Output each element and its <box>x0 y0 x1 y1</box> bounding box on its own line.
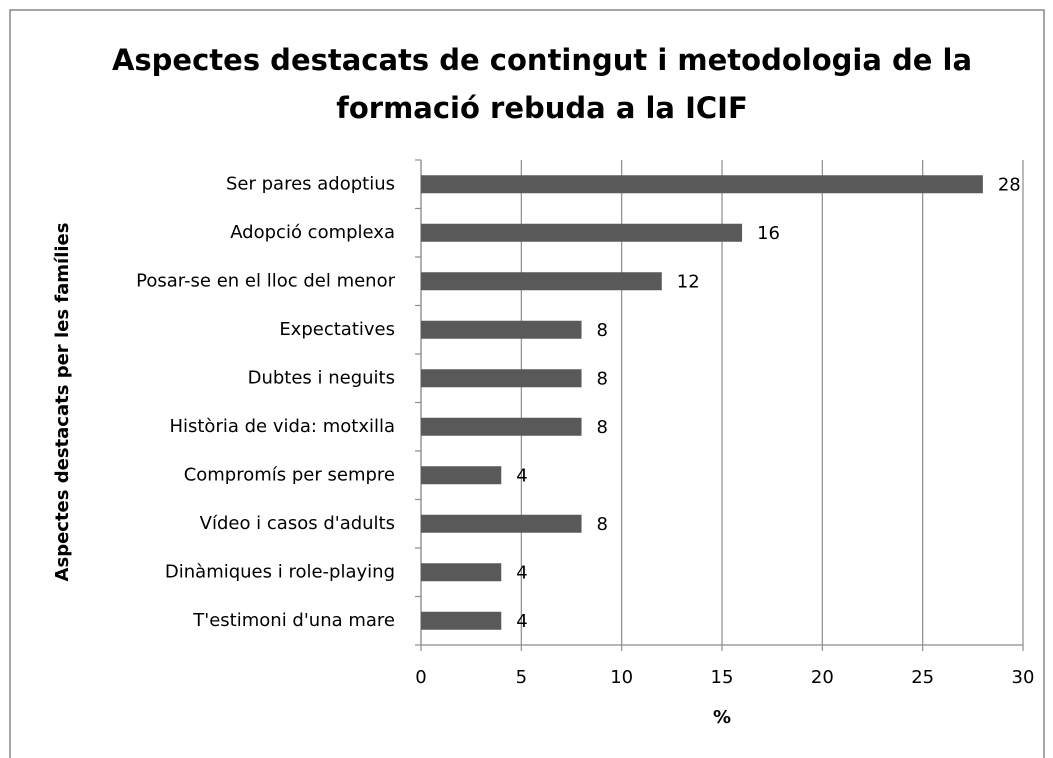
bar <box>421 320 582 339</box>
data-label: 8 <box>597 368 608 389</box>
bar <box>421 563 502 582</box>
x-tick-label: 10 <box>610 667 633 688</box>
data-label: 16 <box>757 223 780 244</box>
x-tick-label: 20 <box>811 667 834 688</box>
y-axis-title: Aspectes destacats per les famílies <box>52 223 73 582</box>
y-tick-label: Dubtes i neguits <box>248 367 395 388</box>
y-tick-label: Dinàmiques i role-playing <box>165 561 395 582</box>
data-label: 12 <box>677 271 700 292</box>
chart-title: formació rebuda a la ICIF <box>336 91 748 125</box>
bar <box>421 611 502 630</box>
y-tick-label: Expectatives <box>279 319 395 340</box>
y-tick-label: Història de vida: motxilla <box>169 416 395 437</box>
y-tick-label: Vídeo i casos d'adults <box>200 513 395 534</box>
data-label: 8 <box>597 514 608 535</box>
y-tick-label: Compromís per sempre <box>184 464 395 485</box>
data-label: 4 <box>516 465 527 486</box>
x-tick-label: 25 <box>911 667 934 688</box>
bar <box>421 417 582 436</box>
data-label: 8 <box>597 417 608 438</box>
data-label: 8 <box>597 320 608 341</box>
x-tick-label: 5 <box>516 667 527 688</box>
bar <box>421 466 502 485</box>
bar <box>421 514 582 533</box>
bar <box>421 223 743 242</box>
y-tick-label: Posar-se en el lloc del menor <box>136 270 395 291</box>
x-axis-title: % <box>713 707 731 728</box>
bar <box>421 369 582 388</box>
bar <box>421 272 662 291</box>
chart-title: Aspectes destacats de contingut i metodo… <box>112 43 972 77</box>
y-tick-label: Adopció complexa <box>230 222 395 243</box>
data-label: 4 <box>516 611 527 632</box>
x-tick-label: 15 <box>711 667 734 688</box>
x-tick-label: 30 <box>1012 667 1035 688</box>
bar <box>421 175 983 194</box>
x-tick-label: 0 <box>415 667 426 688</box>
data-label: 4 <box>516 562 527 583</box>
y-tick-label: T'estimoni d'una mare <box>192 610 395 631</box>
data-label: 28 <box>998 174 1021 195</box>
y-tick-label: Ser pares adoptius <box>226 173 395 194</box>
